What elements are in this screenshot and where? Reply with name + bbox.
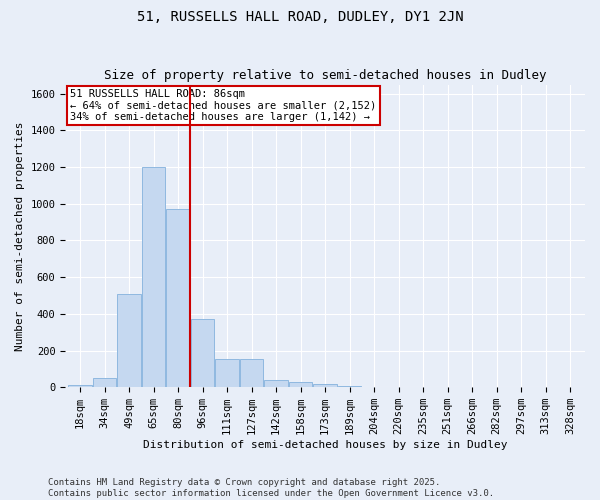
Bar: [93, 378, 116, 387]
Bar: [265, 380, 288, 387]
Text: Contains HM Land Registry data © Crown copyright and database right 2025.
Contai: Contains HM Land Registry data © Crown c…: [48, 478, 494, 498]
Bar: [338, 386, 361, 387]
Bar: [289, 382, 312, 387]
Text: 51, RUSSELLS HALL ROAD, DUDLEY, DY1 2JN: 51, RUSSELLS HALL ROAD, DUDLEY, DY1 2JN: [137, 10, 463, 24]
X-axis label: Distribution of semi-detached houses by size in Dudley: Distribution of semi-detached houses by …: [143, 440, 508, 450]
Text: 51 RUSSELLS HALL ROAD: 86sqm
← 64% of semi-detached houses are smaller (2,152)
3: 51 RUSSELLS HALL ROAD: 86sqm ← 64% of se…: [70, 89, 377, 122]
Bar: [313, 384, 337, 387]
Bar: [118, 294, 140, 387]
Bar: [240, 359, 263, 387]
Bar: [68, 386, 92, 387]
Y-axis label: Number of semi-detached properties: Number of semi-detached properties: [15, 121, 25, 350]
Bar: [215, 359, 239, 387]
Bar: [191, 320, 214, 387]
Title: Size of property relative to semi-detached houses in Dudley: Size of property relative to semi-detach…: [104, 69, 547, 82]
Bar: [142, 167, 165, 387]
Bar: [166, 210, 190, 387]
